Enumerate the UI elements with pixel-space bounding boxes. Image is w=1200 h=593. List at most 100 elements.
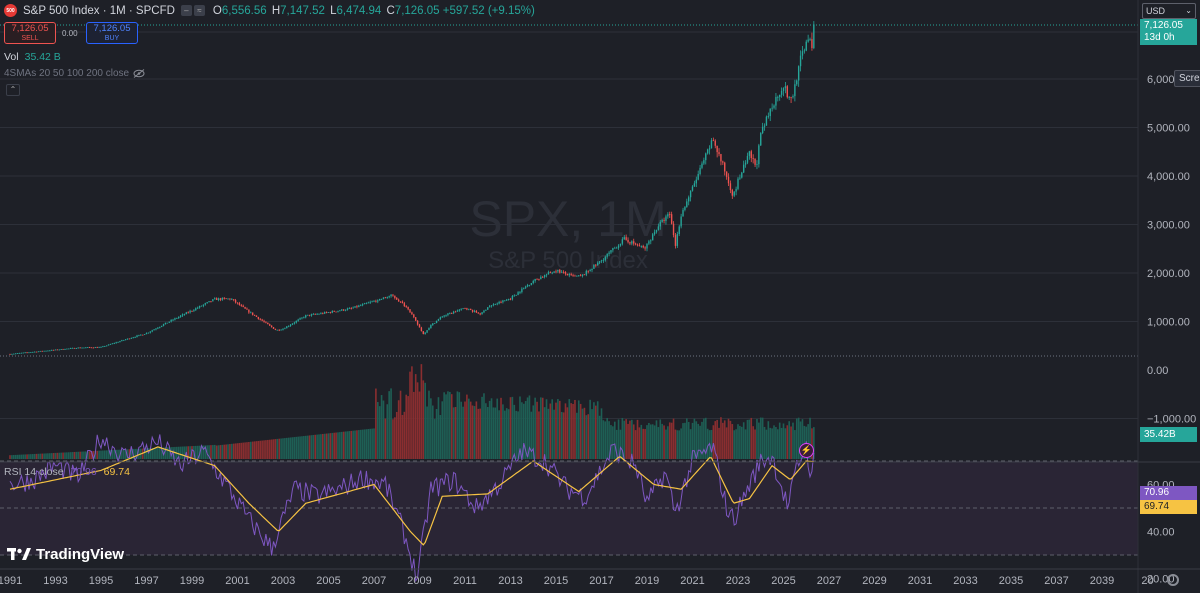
candle-body bbox=[615, 247, 618, 249]
time-axis-label: 2005 bbox=[316, 575, 340, 587]
candle-body bbox=[227, 298, 229, 300]
candle-body bbox=[341, 309, 343, 311]
volume-bar bbox=[674, 429, 677, 459]
volume-bar bbox=[54, 452, 57, 459]
volume-bar bbox=[517, 411, 519, 459]
candle-body bbox=[725, 171, 728, 177]
candle-body bbox=[231, 299, 233, 301]
volume-bar bbox=[443, 392, 445, 459]
rsi-ma-tag: 69.74 bbox=[1140, 500, 1197, 514]
volume-bar bbox=[376, 402, 379, 459]
volume-bar bbox=[502, 404, 504, 459]
candle-body bbox=[316, 313, 318, 315]
candle-body bbox=[513, 295, 515, 297]
volume-bar bbox=[196, 445, 199, 459]
candle-body bbox=[551, 272, 553, 274]
volume-bar bbox=[515, 410, 517, 459]
candle-body bbox=[107, 344, 110, 346]
volume-bar bbox=[26, 454, 28, 459]
currency-select[interactable]: USD ⌄ bbox=[1142, 3, 1196, 19]
candle-body bbox=[634, 243, 637, 245]
volume-bar bbox=[763, 426, 766, 459]
price-candles bbox=[9, 21, 815, 355]
volume-bar bbox=[621, 417, 624, 459]
volume-bar bbox=[33, 453, 36, 459]
candle-body bbox=[9, 353, 11, 355]
volume-bar bbox=[231, 443, 233, 459]
rsi-legend[interactable]: RSI 14 close 70.96 69.74 bbox=[4, 466, 130, 478]
volume-legend[interactable]: Vol 35.42 B bbox=[4, 51, 61, 63]
volume-bar bbox=[689, 429, 692, 459]
wave-icon[interactable]: ≈ bbox=[193, 5, 205, 16]
candle-body bbox=[255, 315, 258, 317]
candle-body bbox=[407, 306, 409, 310]
volume-bar bbox=[782, 423, 785, 459]
candle-body bbox=[614, 247, 616, 249]
volume-bar bbox=[320, 434, 322, 459]
volume-bar bbox=[801, 419, 804, 459]
candle-body bbox=[176, 318, 178, 319]
candle-body bbox=[259, 318, 261, 320]
candle-body bbox=[394, 295, 396, 298]
volume-bar bbox=[739, 425, 741, 459]
collapse-legend-button[interactable]: ⌃ bbox=[6, 84, 20, 96]
gear-icon[interactable] bbox=[1167, 574, 1179, 586]
buy-button[interactable]: 7,126.05 BUY bbox=[86, 22, 138, 44]
volume-bar bbox=[456, 391, 459, 459]
eye-hidden-icon[interactable] bbox=[133, 69, 145, 78]
volume-bar bbox=[659, 419, 662, 459]
symbol-title[interactable]: S&P 500 Index · 1M · SPCFD bbox=[23, 4, 175, 17]
candle-body bbox=[244, 306, 246, 309]
candle-body bbox=[469, 308, 472, 310]
tradingview-logo[interactable]: TradingView bbox=[7, 546, 124, 563]
candle-body bbox=[51, 349, 53, 351]
candle-body bbox=[159, 326, 161, 328]
lightning-icon[interactable]: ⚡ bbox=[799, 443, 814, 458]
volume-bar bbox=[672, 418, 675, 459]
candle-body bbox=[579, 275, 582, 277]
sma-legend[interactable]: 4SMAs 20 50 100 200 close bbox=[4, 68, 145, 79]
candle-body bbox=[799, 55, 802, 67]
volume-bar bbox=[536, 401, 538, 459]
eye-icon[interactable]: – bbox=[180, 5, 192, 16]
volume-bar bbox=[86, 451, 89, 459]
candle-body bbox=[363, 303, 366, 305]
candle-body bbox=[179, 315, 182, 317]
price-axis-label: 5,000.00 bbox=[1147, 123, 1190, 135]
candle-body bbox=[295, 320, 297, 323]
candle-body bbox=[642, 246, 644, 248]
candle-body bbox=[674, 235, 677, 246]
candle-body bbox=[123, 339, 125, 341]
volume-bar bbox=[788, 421, 790, 459]
time-axis-label: 2037 bbox=[1044, 575, 1068, 587]
candle-body bbox=[193, 310, 195, 311]
time-axis-label: 2039 bbox=[1090, 575, 1114, 587]
volume-bar bbox=[397, 400, 400, 459]
candle-body bbox=[66, 348, 68, 350]
volume-bar bbox=[602, 420, 605, 459]
volume-bar bbox=[365, 429, 368, 459]
candle-body bbox=[333, 310, 335, 312]
candle-body bbox=[242, 305, 244, 307]
candle-body bbox=[155, 328, 157, 330]
time-axis-label: 2013 bbox=[498, 575, 522, 587]
volume-bar bbox=[777, 429, 779, 459]
candle-body bbox=[335, 311, 337, 313]
candle-body bbox=[111, 343, 114, 345]
price-axis-label: 3,000.00 bbox=[1147, 220, 1190, 232]
candle-body bbox=[214, 298, 216, 300]
candle-body bbox=[367, 302, 370, 304]
candle-body bbox=[644, 247, 646, 249]
volume-bar bbox=[384, 418, 387, 459]
sell-button[interactable]: 7,126.05 SELL bbox=[4, 22, 56, 44]
volume-bar bbox=[52, 453, 55, 459]
candle-body bbox=[490, 305, 493, 307]
screener-button[interactable]: Scre bbox=[1174, 70, 1200, 87]
symbol-legend: 500 S&P 500 Index · 1M · SPCFD – ≈ O6,55… bbox=[4, 4, 535, 17]
candle-body bbox=[119, 341, 121, 343]
volume-bar bbox=[204, 445, 207, 459]
volume-bar bbox=[194, 445, 197, 459]
candle-body bbox=[452, 311, 455, 314]
candle-body bbox=[52, 349, 55, 351]
